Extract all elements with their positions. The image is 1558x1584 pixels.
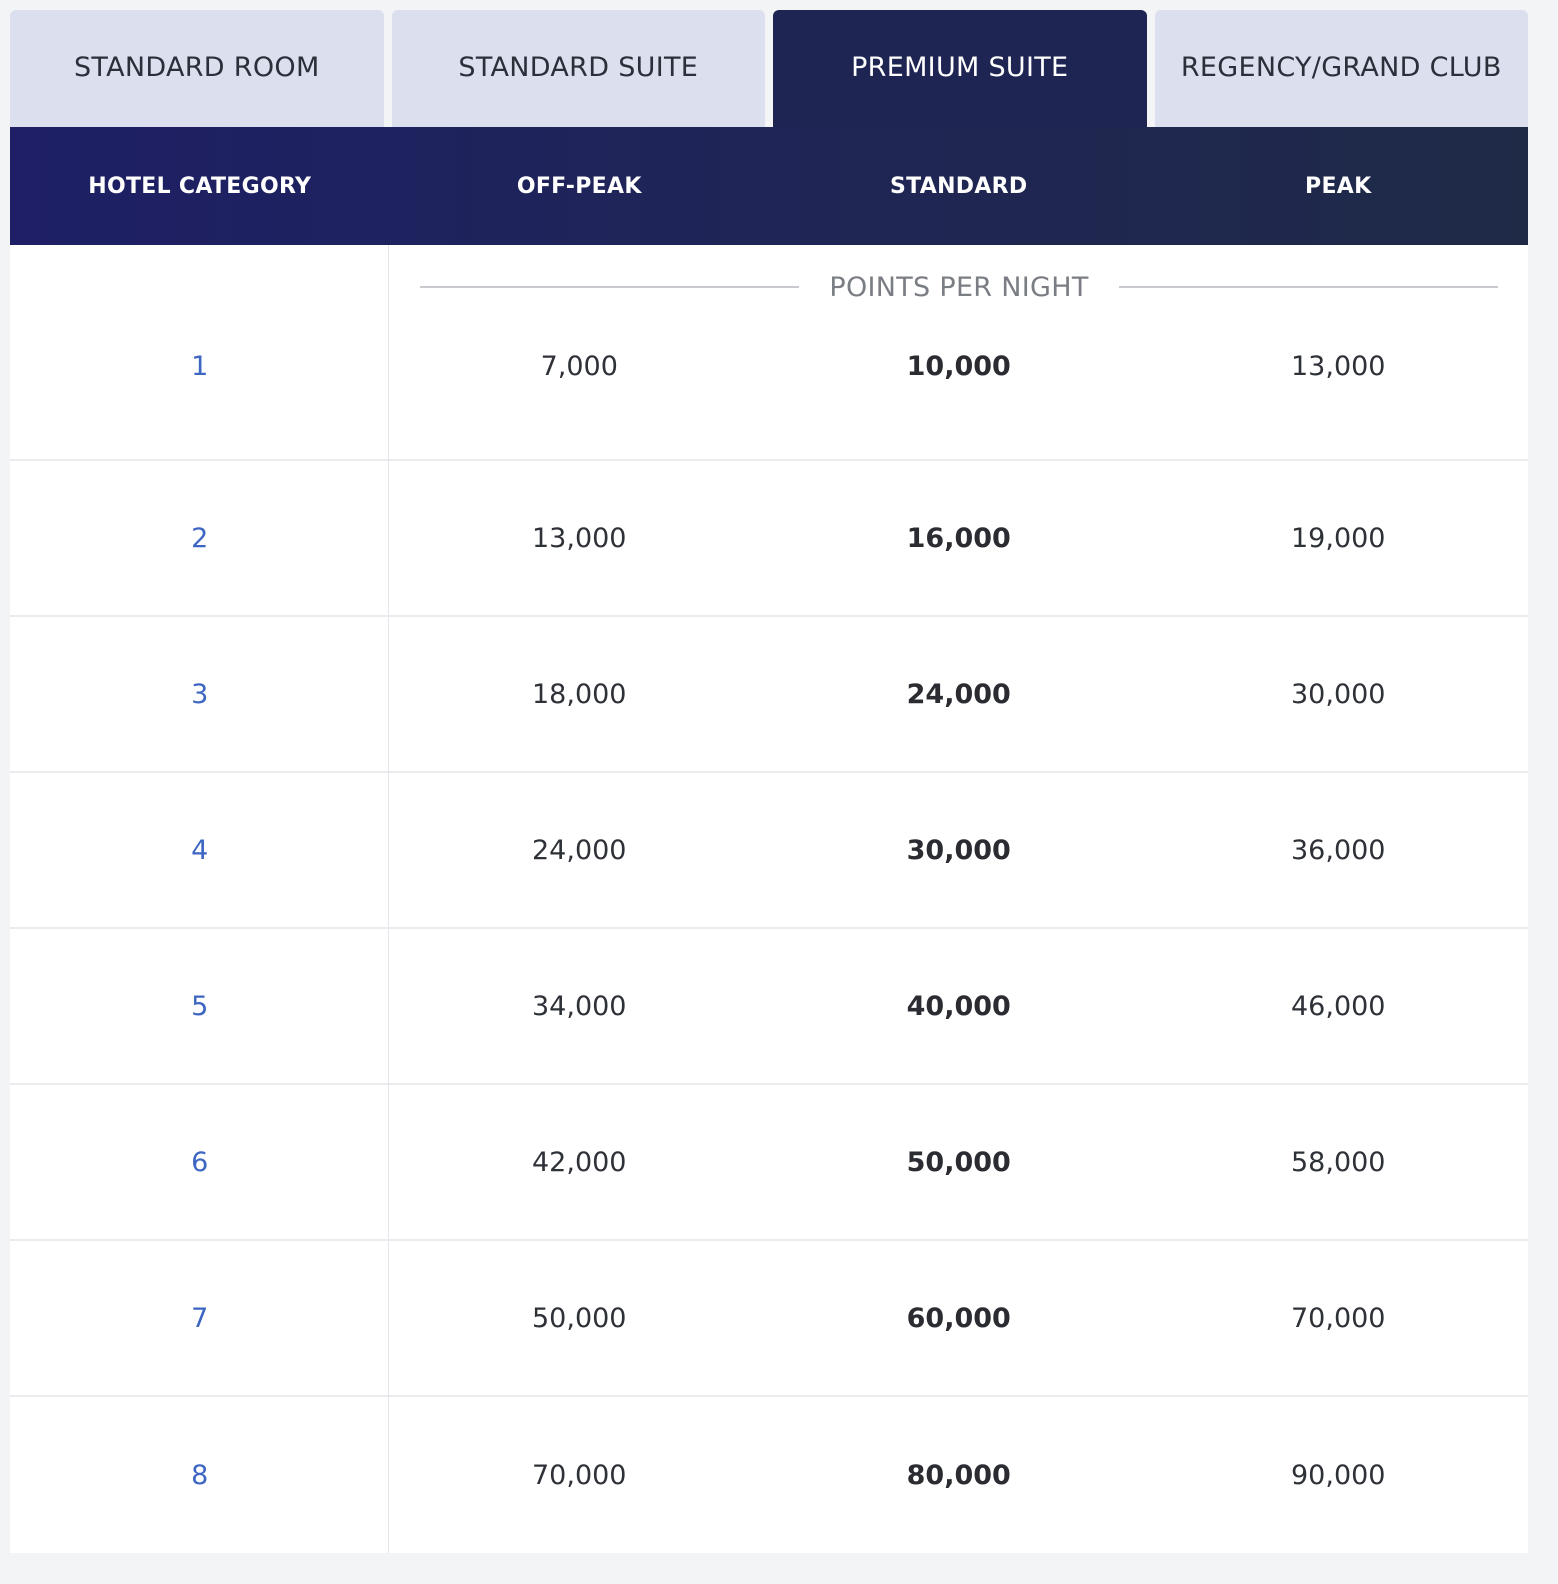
standard-value: 24,000	[906, 678, 1011, 710]
category-link[interactable]: 8	[191, 1459, 209, 1491]
standard-value: 40,000	[906, 990, 1011, 1022]
peak-value: 58,000	[1291, 1146, 1386, 1178]
category-link[interactable]: 6	[191, 1146, 209, 1178]
peak-value: 90,000	[1291, 1459, 1386, 1491]
peak-value: 30,000	[1291, 678, 1386, 710]
table-row: 5 34,000 40,000 46,000	[10, 929, 1528, 1085]
peak-value: 13,000	[1291, 351, 1386, 382]
standard-value: 80,000	[906, 1459, 1011, 1491]
tab-premium-suite[interactable]: PREMIUM SUITE	[773, 10, 1147, 127]
tab-standard-suite[interactable]: STANDARD SUITE	[391, 10, 765, 127]
table-header: HOTEL CATEGORY OFF-PEAK STANDARD PEAK	[10, 127, 1528, 245]
off-peak-value: 34,000	[532, 990, 627, 1022]
peak-value: 70,000	[1291, 1302, 1386, 1334]
header-standard: STANDARD	[890, 173, 1028, 199]
header-off-peak: OFF-PEAK	[516, 173, 642, 199]
peak-value: 19,000	[1291, 522, 1386, 554]
category-link[interactable]: 5	[191, 990, 209, 1022]
divider-line	[420, 286, 800, 288]
table-body: POINTS PER NIGHT 1 7,000 10,000 13,000 2…	[10, 245, 1528, 1553]
award-chart: STANDARD ROOM STANDARD SUITE PREMIUM SUI…	[10, 10, 1528, 1553]
category-link[interactable]: 4	[191, 834, 209, 866]
off-peak-value: 24,000	[532, 834, 627, 866]
table-row: 3 18,000 24,000 30,000	[10, 617, 1528, 773]
standard-value: 50,000	[906, 1146, 1011, 1178]
category-link[interactable]: 7	[191, 1302, 209, 1334]
table-row: 6 42,000 50,000 58,000	[10, 1085, 1528, 1241]
tab-standard-room[interactable]: STANDARD ROOM	[10, 10, 384, 127]
category-link[interactable]: 1	[191, 351, 209, 382]
tab-regency-grand-club[interactable]: REGENCY/GRAND CLUB	[1154, 10, 1528, 127]
header-hotel-category: HOTEL CATEGORY	[88, 173, 312, 199]
standard-value: 60,000	[906, 1302, 1011, 1334]
header-peak: PEAK	[1305, 173, 1372, 199]
points-per-night-subheader: POINTS PER NIGHT	[10, 245, 1528, 329]
standard-value: 10,000	[906, 351, 1011, 382]
points-per-night-label: POINTS PER NIGHT	[829, 271, 1089, 303]
peak-value: 36,000	[1291, 834, 1386, 866]
table-row: 4 24,000 30,000 36,000	[10, 773, 1528, 929]
peak-value: 46,000	[1291, 990, 1386, 1022]
table-row: 1 7,000 10,000 13,000	[10, 329, 1528, 461]
off-peak-value: 18,000	[532, 678, 627, 710]
off-peak-value: 13,000	[532, 522, 627, 554]
table-row: 7 50,000 60,000 70,000	[10, 1241, 1528, 1397]
divider-line	[1118, 286, 1498, 288]
room-type-tabs: STANDARD ROOM STANDARD SUITE PREMIUM SUI…	[10, 10, 1528, 127]
table-row: 2 13,000 16,000 19,000	[10, 461, 1528, 617]
off-peak-value: 7,000	[540, 351, 618, 382]
off-peak-value: 50,000	[532, 1302, 627, 1334]
category-link[interactable]: 3	[191, 678, 209, 710]
off-peak-value: 42,000	[532, 1146, 627, 1178]
standard-value: 30,000	[906, 834, 1011, 866]
category-link[interactable]: 2	[191, 522, 209, 554]
table-row: 8 70,000 80,000 90,000	[10, 1397, 1528, 1553]
off-peak-value: 70,000	[532, 1459, 627, 1491]
standard-value: 16,000	[906, 522, 1011, 554]
column-divider	[388, 245, 389, 1553]
